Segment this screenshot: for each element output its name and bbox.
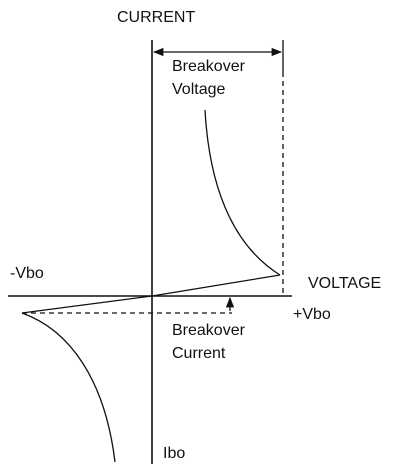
label: +Vbo <box>293 306 331 323</box>
pos-blocking <box>151 274 281 297</box>
label: Breakover <box>172 58 246 75</box>
neg-blocking <box>21 295 153 314</box>
y-axis-label: CURRENT <box>117 9 195 26</box>
label: Breakover <box>172 322 246 339</box>
pos-conduction <box>204 109 281 276</box>
neg-conduction <box>21 312 116 463</box>
label: -Vbo <box>10 265 44 282</box>
label: Ibo <box>163 445 185 462</box>
label: Voltage <box>172 81 225 98</box>
label: Current <box>172 345 226 362</box>
x-axis-label: VOLTAGE <box>308 275 381 292</box>
